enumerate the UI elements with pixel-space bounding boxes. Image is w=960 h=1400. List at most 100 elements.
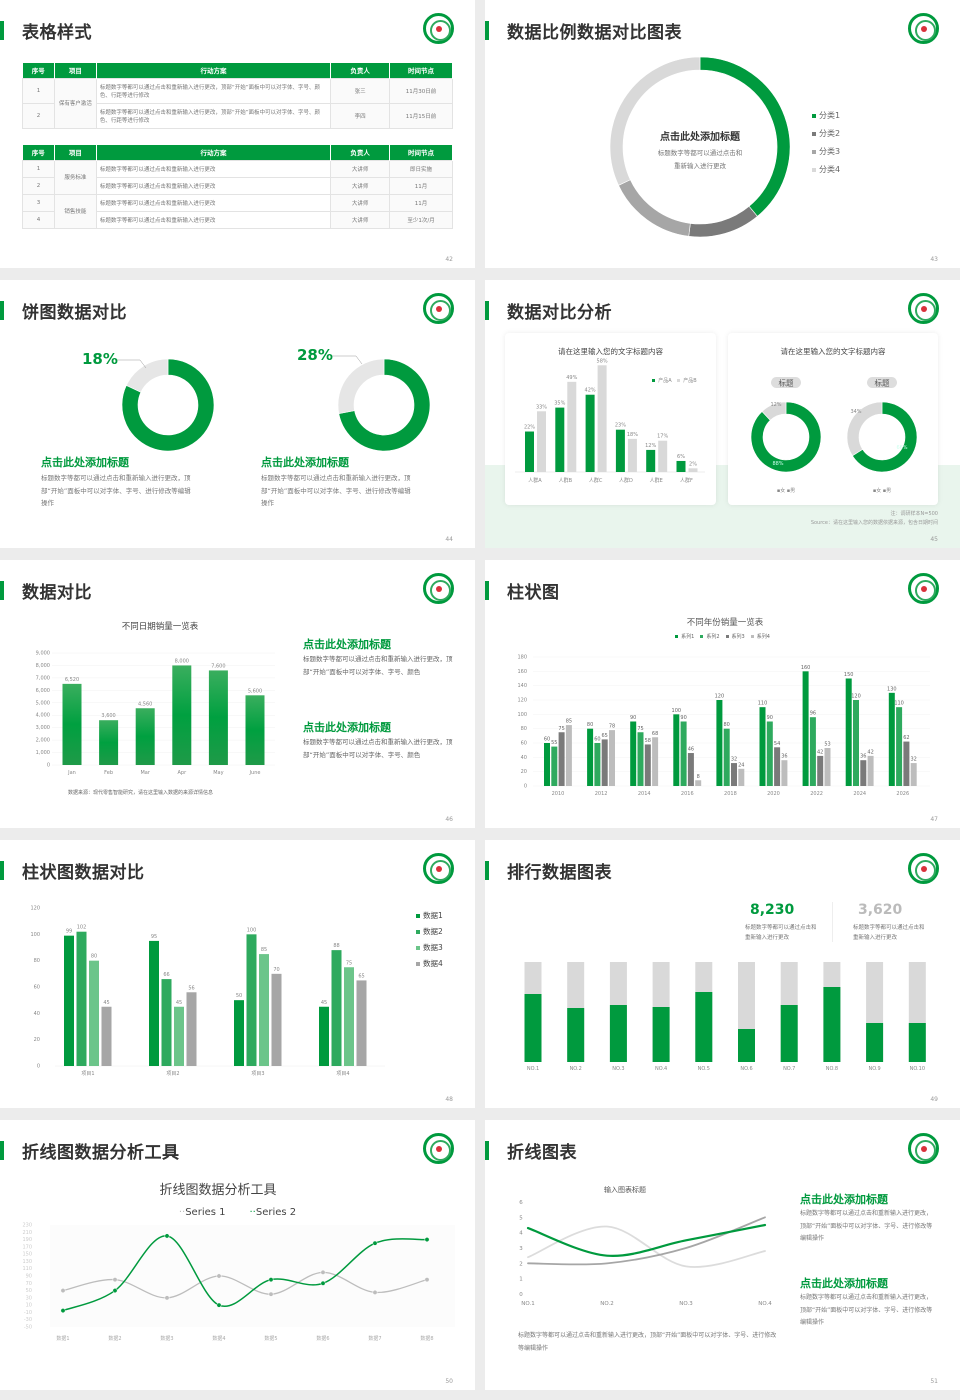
page-number: 43: [930, 256, 938, 263]
point-Series 2: [424, 1237, 430, 1243]
data-label: 85: [261, 947, 267, 953]
legend-item: 数据2: [416, 926, 443, 937]
slide-43[interactable]: 数据比例数据对比图表 点击此处添加标题 标题数字等都可以通过点击和 重新输入进行…: [485, 0, 960, 268]
slide-47[interactable]: 柱状图 不同年份销量一览表 系列1 系列2 系列3 系列4 0 20 40 60 80 100 1…: [485, 560, 960, 828]
bar-系列1: [630, 721, 637, 786]
leader-line: [115, 359, 147, 369]
x-tick: NO.4: [655, 1066, 667, 1072]
x-tick: 2022: [810, 791, 823, 797]
x-tick: 项目2: [166, 1071, 179, 1077]
bar-系列4: [695, 780, 702, 786]
bar-数据2: [331, 950, 342, 1066]
x-tick: 数据7: [368, 1335, 381, 1342]
legend-item: 数据1: [416, 910, 443, 921]
bar-系列1: [759, 707, 766, 786]
title-accent: [485, 861, 489, 880]
yearly-bar-chart: 0204060801001201401601806055758520108060…: [517, 655, 930, 797]
bar-产品A: [585, 394, 595, 472]
bar-产品A: [646, 449, 656, 472]
slide-title: 数据比例数据对比图表: [507, 23, 682, 43]
slide-title: 折线图数据分析工具: [22, 1143, 180, 1163]
bar-NO.3: [609, 1005, 627, 1062]
donut-slice-male: [846, 401, 883, 457]
bar-产品B: [688, 468, 698, 472]
bar-Jan: [62, 683, 82, 765]
y-tick: 9,000: [36, 651, 50, 657]
y-tick: 50: [26, 1288, 32, 1294]
category-label: 人群D: [619, 477, 633, 484]
bar-系列4: [565, 725, 572, 786]
center-text: 标题数字等都可以通过点击和: [657, 149, 743, 157]
bar-NO.10: [908, 1023, 926, 1062]
data-label: 6%: [677, 454, 685, 460]
bar-NO.4: [652, 1007, 670, 1062]
bottom-text: 标题数字等都可以通过点击和重新输入进行更改，顶部“开始”面板中可以对字体、字号、…: [518, 1332, 777, 1352]
x-tick: NO.7: [783, 1066, 795, 1072]
legend-item: 系列2: [700, 633, 720, 640]
slide-51[interactable]: 折线图表 输入图表标题 0 1 2 3 4 5 6 NO.1 NO.2 NO.3 NO.4 标题数字…: [485, 1120, 960, 1390]
school-emblem-icon: [908, 13, 939, 44]
data-label: 35%: [554, 401, 565, 407]
x-tick: Feb: [104, 770, 113, 776]
data-label: 32: [731, 757, 737, 763]
bar-数据3: [344, 967, 354, 1066]
block-text: 标题数字等都可以通过点击和重新输入进行更改，顶部“开始”面板中可以对字体、字号、…: [303, 738, 453, 759]
title-accent: [485, 21, 489, 40]
legend-label: 产品A: [658, 377, 672, 384]
divider: [832, 902, 833, 942]
y-tick: 80: [34, 958, 40, 964]
slide-title: 排行数据图表: [507, 863, 612, 883]
data-label: 120: [851, 694, 861, 700]
x-tick: NO.2: [600, 1301, 613, 1307]
donut-slice-female: [750, 401, 822, 473]
block-text: 标题数字等都可以通过点击和重新输入进行更改，顶部“开始”面板中可以对字体、字号、…: [303, 655, 453, 676]
title-accent: [0, 861, 4, 880]
x-tick: 数据8: [420, 1335, 433, 1342]
data-label: 80: [724, 722, 730, 728]
slide-45[interactable]: 数据对比分析 请在这里输入您的文字标题内容 请在这里输入您的文字标题内容 22%…: [485, 280, 960, 548]
stat-text: 标题数字等都可以通过点击和重新输入进行更改: [745, 925, 817, 941]
legend-label: ▪女 ▪男: [777, 487, 795, 494]
legend-label: ▪女 ▪男: [873, 487, 891, 494]
bar-系列1: [673, 714, 680, 786]
legend-swatch: [652, 379, 655, 382]
chart-title: 不同日期销量一览表: [121, 622, 199, 632]
data-label: 90: [767, 715, 773, 721]
bar-系列2: [551, 746, 558, 786]
y-tick: 160: [517, 669, 527, 675]
donut-slice-分类2: [688, 205, 758, 238]
center-text: 重新输入进行更改: [674, 162, 726, 170]
table-row: 1 服务标准 标题数字等都可以通过点击和重新输入进行更改 大讲师 即日实施: [22, 159, 453, 195]
note: 注：调研样本N=500: [890, 511, 938, 517]
bar-系列2: [809, 717, 816, 786]
slide-42[interactable]: 表格样式 序号 项目 行动方案 负责人 时间节点 1 保有客户激活 标题数字等都可以通过点击和…: [0, 0, 475, 268]
bar-数据3: [174, 1006, 184, 1066]
slide-46[interactable]: 数据对比 0 1,000 2,000 3,000 4,000 5,000 6,000 7,00…: [0, 560, 475, 828]
legend-swatch: [812, 131, 816, 136]
data-label: 54: [774, 741, 780, 747]
slide-48[interactable]: 柱状图数据对比 0 20 40 60 80 100 120 99 102 80 45 项目1 95 66 4…: [0, 840, 475, 1108]
bar-产品B: [658, 440, 668, 472]
project-cell: 服务标准: [53, 159, 97, 195]
column-header: 行动方案: [96, 145, 332, 160]
table-header: 序号 项目 行动方案 负责人 时间节点: [22, 63, 453, 78]
x-tick: 2026: [896, 791, 909, 797]
slide-49[interactable]: 排行数据图表 8,230 标题数字等都可以通过点击和重新输入进行更改 3,620…: [485, 840, 960, 1108]
y-tick: 4,000: [36, 713, 50, 719]
slide-44[interactable]: 饼图数据对比 18% 28% 点击此处添加标题 标题数字等都可以通过点击和重新输…: [0, 280, 475, 548]
bar-数据1: [234, 1000, 244, 1066]
table-row: 4 标题数字等都可以通过点击和重新输入进行更改 大讲师 至少1次/月: [22, 210, 453, 229]
column-header: 项目: [54, 63, 97, 78]
x-tick: NO.2: [570, 1066, 582, 1072]
point-Series 1: [424, 1277, 430, 1283]
bar-数据4: [271, 973, 282, 1066]
data-label: 55: [551, 740, 557, 746]
slide-50[interactable]: 折线图数据分析工具 折线图数据分析工具 ··Series 1 ··Series …: [0, 1120, 475, 1390]
slide-title: 柱状图数据对比: [22, 863, 145, 883]
bar-系列3: [601, 739, 608, 786]
data-label: 66%: [896, 445, 907, 451]
block-text: 标题数字等都可以通过点击和重新输入进行更改，顶部“开始”面板中可以对字体、字号、…: [800, 1294, 933, 1326]
table-row: 2 标题数字等都可以通过点击和重新输入进行更改 大讲师 11月: [22, 176, 453, 195]
slide-title: 数据对比: [22, 583, 92, 603]
